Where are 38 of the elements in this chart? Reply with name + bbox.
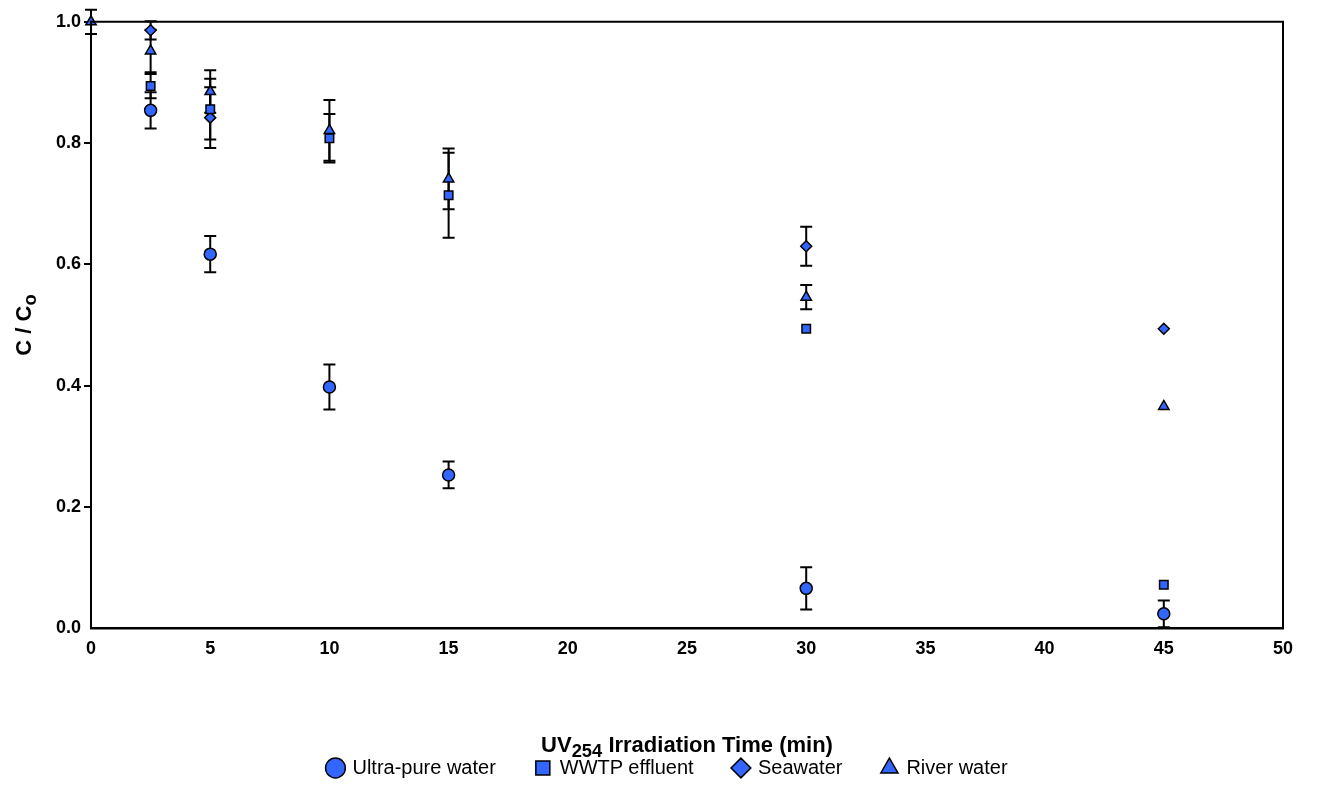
point bbox=[1157, 322, 1171, 335]
point bbox=[322, 380, 337, 394]
x-tick-label: 15 bbox=[438, 638, 459, 659]
point bbox=[145, 81, 156, 92]
point bbox=[205, 104, 216, 115]
point bbox=[1157, 607, 1171, 621]
point bbox=[801, 323, 812, 334]
point bbox=[799, 239, 813, 253]
point bbox=[799, 581, 813, 596]
legend-label: Ultra-pure water bbox=[352, 755, 497, 778]
y-tick-label: 0.6 bbox=[55, 253, 82, 274]
x-tick-label: 0 bbox=[86, 638, 97, 659]
point bbox=[442, 172, 455, 183]
legend-label: River water bbox=[906, 755, 1008, 778]
x-tick-label: 50 bbox=[1272, 638, 1294, 659]
point bbox=[441, 468, 456, 482]
point bbox=[144, 44, 157, 55]
point bbox=[204, 84, 217, 96]
point bbox=[800, 290, 813, 301]
x-tick-label: 40 bbox=[1034, 638, 1055, 659]
x-tick-label: 35 bbox=[915, 638, 936, 659]
point bbox=[324, 133, 335, 144]
point bbox=[1157, 399, 1170, 411]
x-tick-label: 10 bbox=[319, 638, 340, 659]
point bbox=[1158, 579, 1169, 590]
y-tick-label: 0.4 bbox=[55, 374, 82, 395]
y-tick-label: 0.8 bbox=[55, 132, 82, 153]
y-tick-label: 0.0 bbox=[55, 617, 82, 638]
y-tick-label: 1.0 bbox=[55, 10, 82, 31]
x-tick-label: 5 bbox=[205, 638, 216, 659]
x-tick-label: 45 bbox=[1153, 638, 1174, 659]
x-tick-label: 20 bbox=[557, 638, 578, 659]
point bbox=[203, 247, 217, 261]
x-tick-label: 30 bbox=[796, 638, 817, 659]
point bbox=[143, 103, 158, 118]
y-tick-label: 0.2 bbox=[55, 496, 82, 517]
point bbox=[443, 190, 454, 201]
x-tick-label: 25 bbox=[677, 638, 698, 659]
